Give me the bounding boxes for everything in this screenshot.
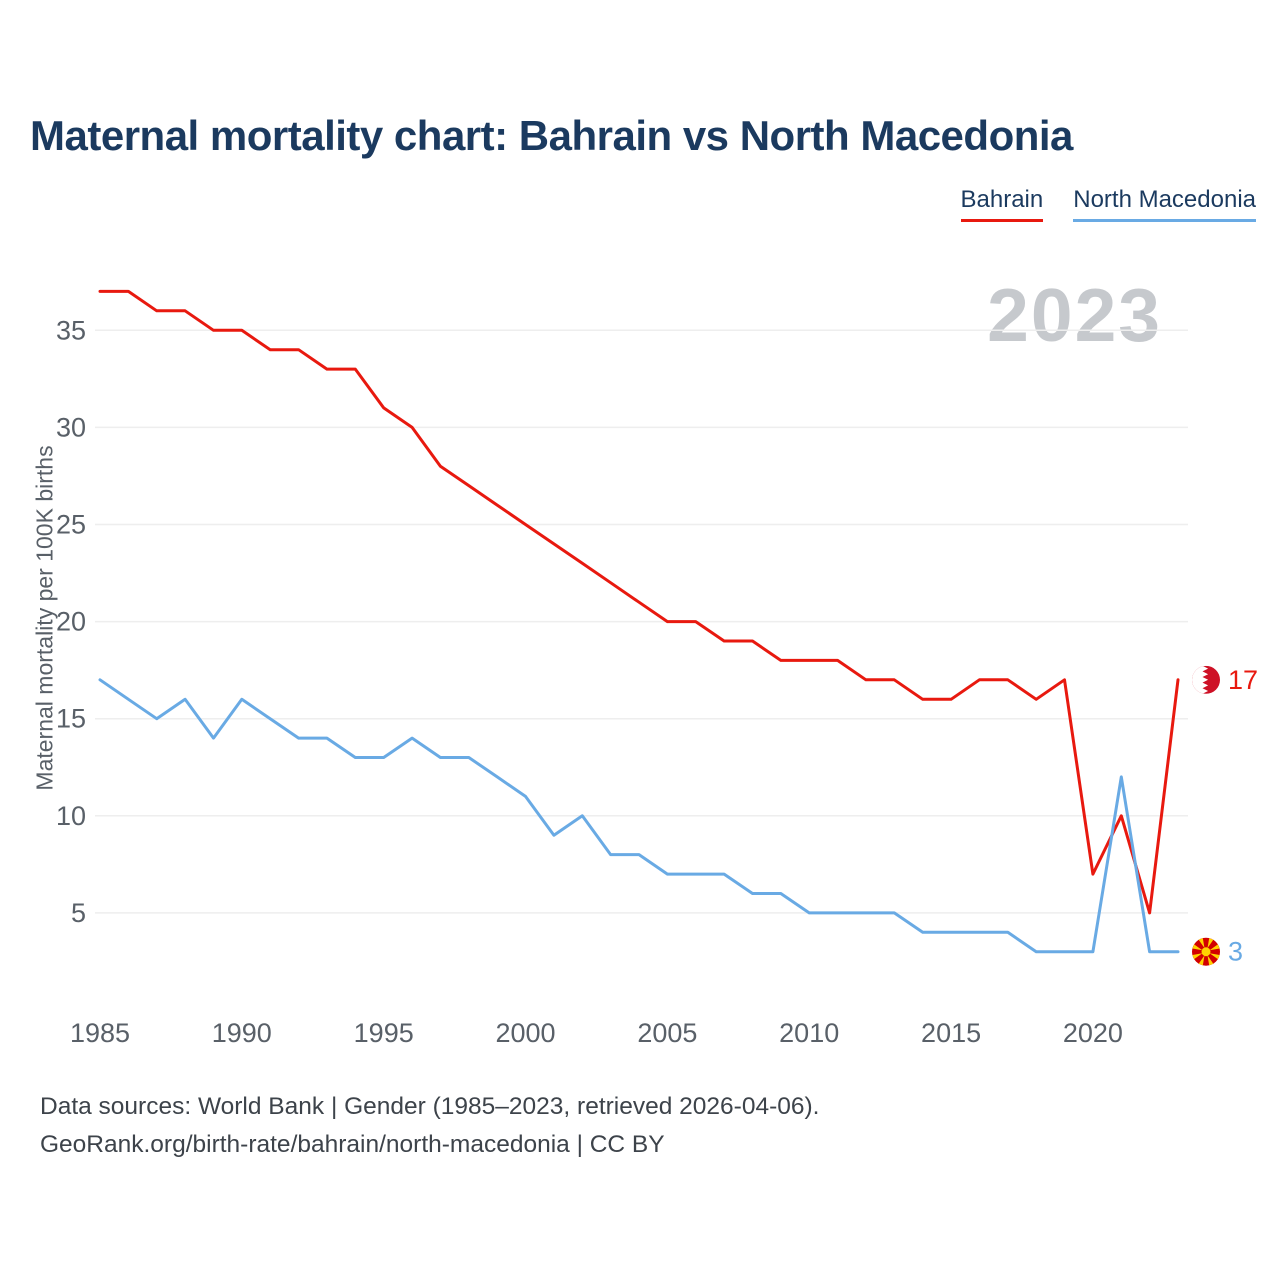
end-value-label: 3 — [1228, 937, 1243, 967]
legend-item-bahrain[interactable]: Bahrain — [960, 186, 1044, 222]
x-tick-label: 2010 — [779, 1018, 839, 1048]
x-tick-label: 2000 — [495, 1018, 555, 1048]
series-line-north-macedonia — [98, 678, 1180, 954]
end-value-label: 17 — [1228, 665, 1258, 695]
x-tick-label: 2020 — [1063, 1018, 1123, 1048]
y-tick-label: 25 — [56, 510, 86, 540]
x-tick-label: 2015 — [921, 1018, 981, 1048]
legend-item-north-macedonia[interactable]: North Macedonia — [1073, 186, 1256, 222]
y-tick-label: 20 — [56, 607, 86, 637]
legend: Bahrain North Macedonia — [960, 186, 1256, 222]
y-tick-label: 15 — [56, 704, 86, 734]
x-tick-label: 2005 — [637, 1018, 697, 1048]
series-line-bahrain — [98, 289, 1180, 915]
footer-attribution: GeoRank.org/birth-rate/bahrain/north-mac… — [40, 1131, 665, 1158]
footer: Data sources: World Bank | Gender (1985–… — [40, 1088, 819, 1164]
year-watermark: 2023 — [987, 273, 1162, 357]
y-tick-label: 10 — [56, 801, 86, 831]
north-macedonia-flag-icon — [1192, 937, 1220, 966]
y-tick-label: 35 — [56, 315, 86, 345]
chart-title: Maternal mortality chart: Bahrain vs Nor… — [30, 112, 1073, 159]
x-tick-label: 1990 — [212, 1018, 272, 1048]
y-tick-label: 5 — [71, 898, 86, 928]
bahrain-flag-icon — [1192, 665, 1220, 694]
footer-sources: Data sources: World Bank | Gender (1985–… — [40, 1093, 820, 1120]
y-tick-label: 30 — [56, 412, 86, 442]
x-tick-label: 1995 — [354, 1018, 414, 1048]
x-tick-label: 1985 — [70, 1018, 130, 1048]
